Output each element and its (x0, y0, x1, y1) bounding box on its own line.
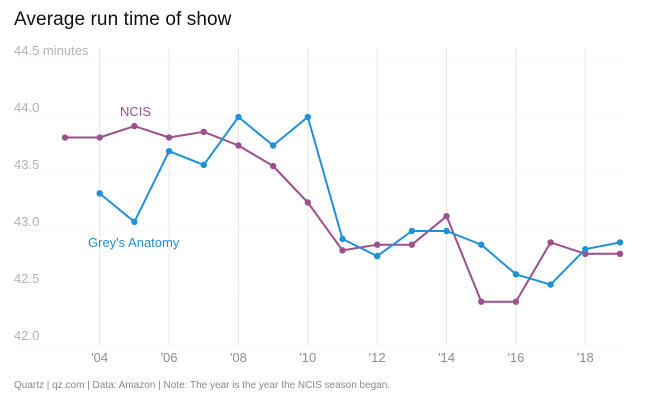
data-point-ncis (582, 250, 589, 257)
data-point-ncis (165, 134, 173, 141)
series-lines (65, 116, 621, 303)
data-point-grey-s-anatomy (547, 281, 554, 288)
series-label-ncis: NCIS (120, 104, 151, 119)
data-point-ncis (478, 298, 485, 305)
data-point-ncis (616, 250, 624, 257)
data-point-ncis (235, 142, 242, 149)
x-tick-label: '18 (577, 350, 594, 365)
data-point-ncis (269, 162, 277, 170)
grid-lines (14, 48, 628, 346)
y-tick-label: 43.0 (14, 214, 39, 229)
data-point-ncis (408, 241, 416, 248)
data-point-ncis (547, 239, 554, 246)
data-point-grey-s-anatomy (200, 161, 207, 169)
x-tick-label: '08 (230, 350, 247, 365)
data-point-grey-s-anatomy (235, 113, 242, 121)
series-line-grey-s-anatomy (99, 116, 621, 286)
data-point-ncis (200, 128, 207, 136)
series-points (61, 113, 624, 305)
y-tick-label: 43.5 (14, 157, 39, 172)
data-point-ncis (131, 122, 138, 130)
data-point-grey-s-anatomy (373, 252, 381, 260)
data-point-ncis (373, 241, 381, 248)
x-tick-label: '14 (438, 350, 455, 365)
series-labels: NCIS Grey's Anatomy (88, 104, 180, 250)
y-tick-label: 42.5 (14, 271, 39, 286)
data-point-ncis (304, 199, 312, 206)
x-tick-label: '04 (91, 350, 108, 365)
y-axis-ticks: 42.0 42.5 43.0 43.5 44.0 44.5 minutes (14, 43, 89, 343)
data-point-grey-s-anatomy (165, 148, 173, 155)
data-point-grey-s-anatomy (339, 235, 346, 243)
data-point-ncis (512, 298, 520, 305)
data-point-grey-s-anatomy (304, 113, 312, 121)
x-tick-label: '10 (299, 350, 316, 365)
data-point-grey-s-anatomy (582, 246, 589, 253)
chart-title: Average run time of show (14, 9, 232, 30)
y-tick-label: 44.5 minutes (14, 43, 89, 58)
x-tick-label: '06 (161, 350, 178, 365)
data-point-grey-s-anatomy (131, 218, 138, 226)
y-tick-label: 44.0 (14, 100, 39, 115)
data-point-ncis (96, 134, 103, 141)
data-point-grey-s-anatomy (512, 271, 520, 278)
series-label-greys-anatomy: Grey's Anatomy (88, 235, 180, 250)
x-tick-label: '12 (369, 350, 386, 365)
data-point-grey-s-anatomy (616, 239, 624, 246)
data-point-grey-s-anatomy (96, 190, 103, 197)
data-point-grey-s-anatomy (269, 142, 277, 149)
line-chart: 42.042.543.043.544.044.5 minutes '04'06 '… (14, 43, 628, 365)
data-point-ncis (61, 134, 69, 141)
y-tick-label: 42.0 (14, 328, 39, 343)
data-point-ncis (339, 247, 346, 254)
data-point-grey-s-anatomy (408, 227, 416, 235)
data-point-grey-s-anatomy (443, 227, 450, 235)
series-line-ncis (65, 125, 620, 303)
source-note: Quartz | qz.com | Data: Amazon | Note: T… (14, 380, 391, 391)
x-tick-label: '16 (507, 350, 524, 365)
x-axis-ticks: '04 '06 '08 '10 '12 '14 '16 '18 (91, 350, 594, 365)
data-point-grey-s-anatomy (478, 241, 485, 248)
data-point-ncis (443, 212, 450, 220)
